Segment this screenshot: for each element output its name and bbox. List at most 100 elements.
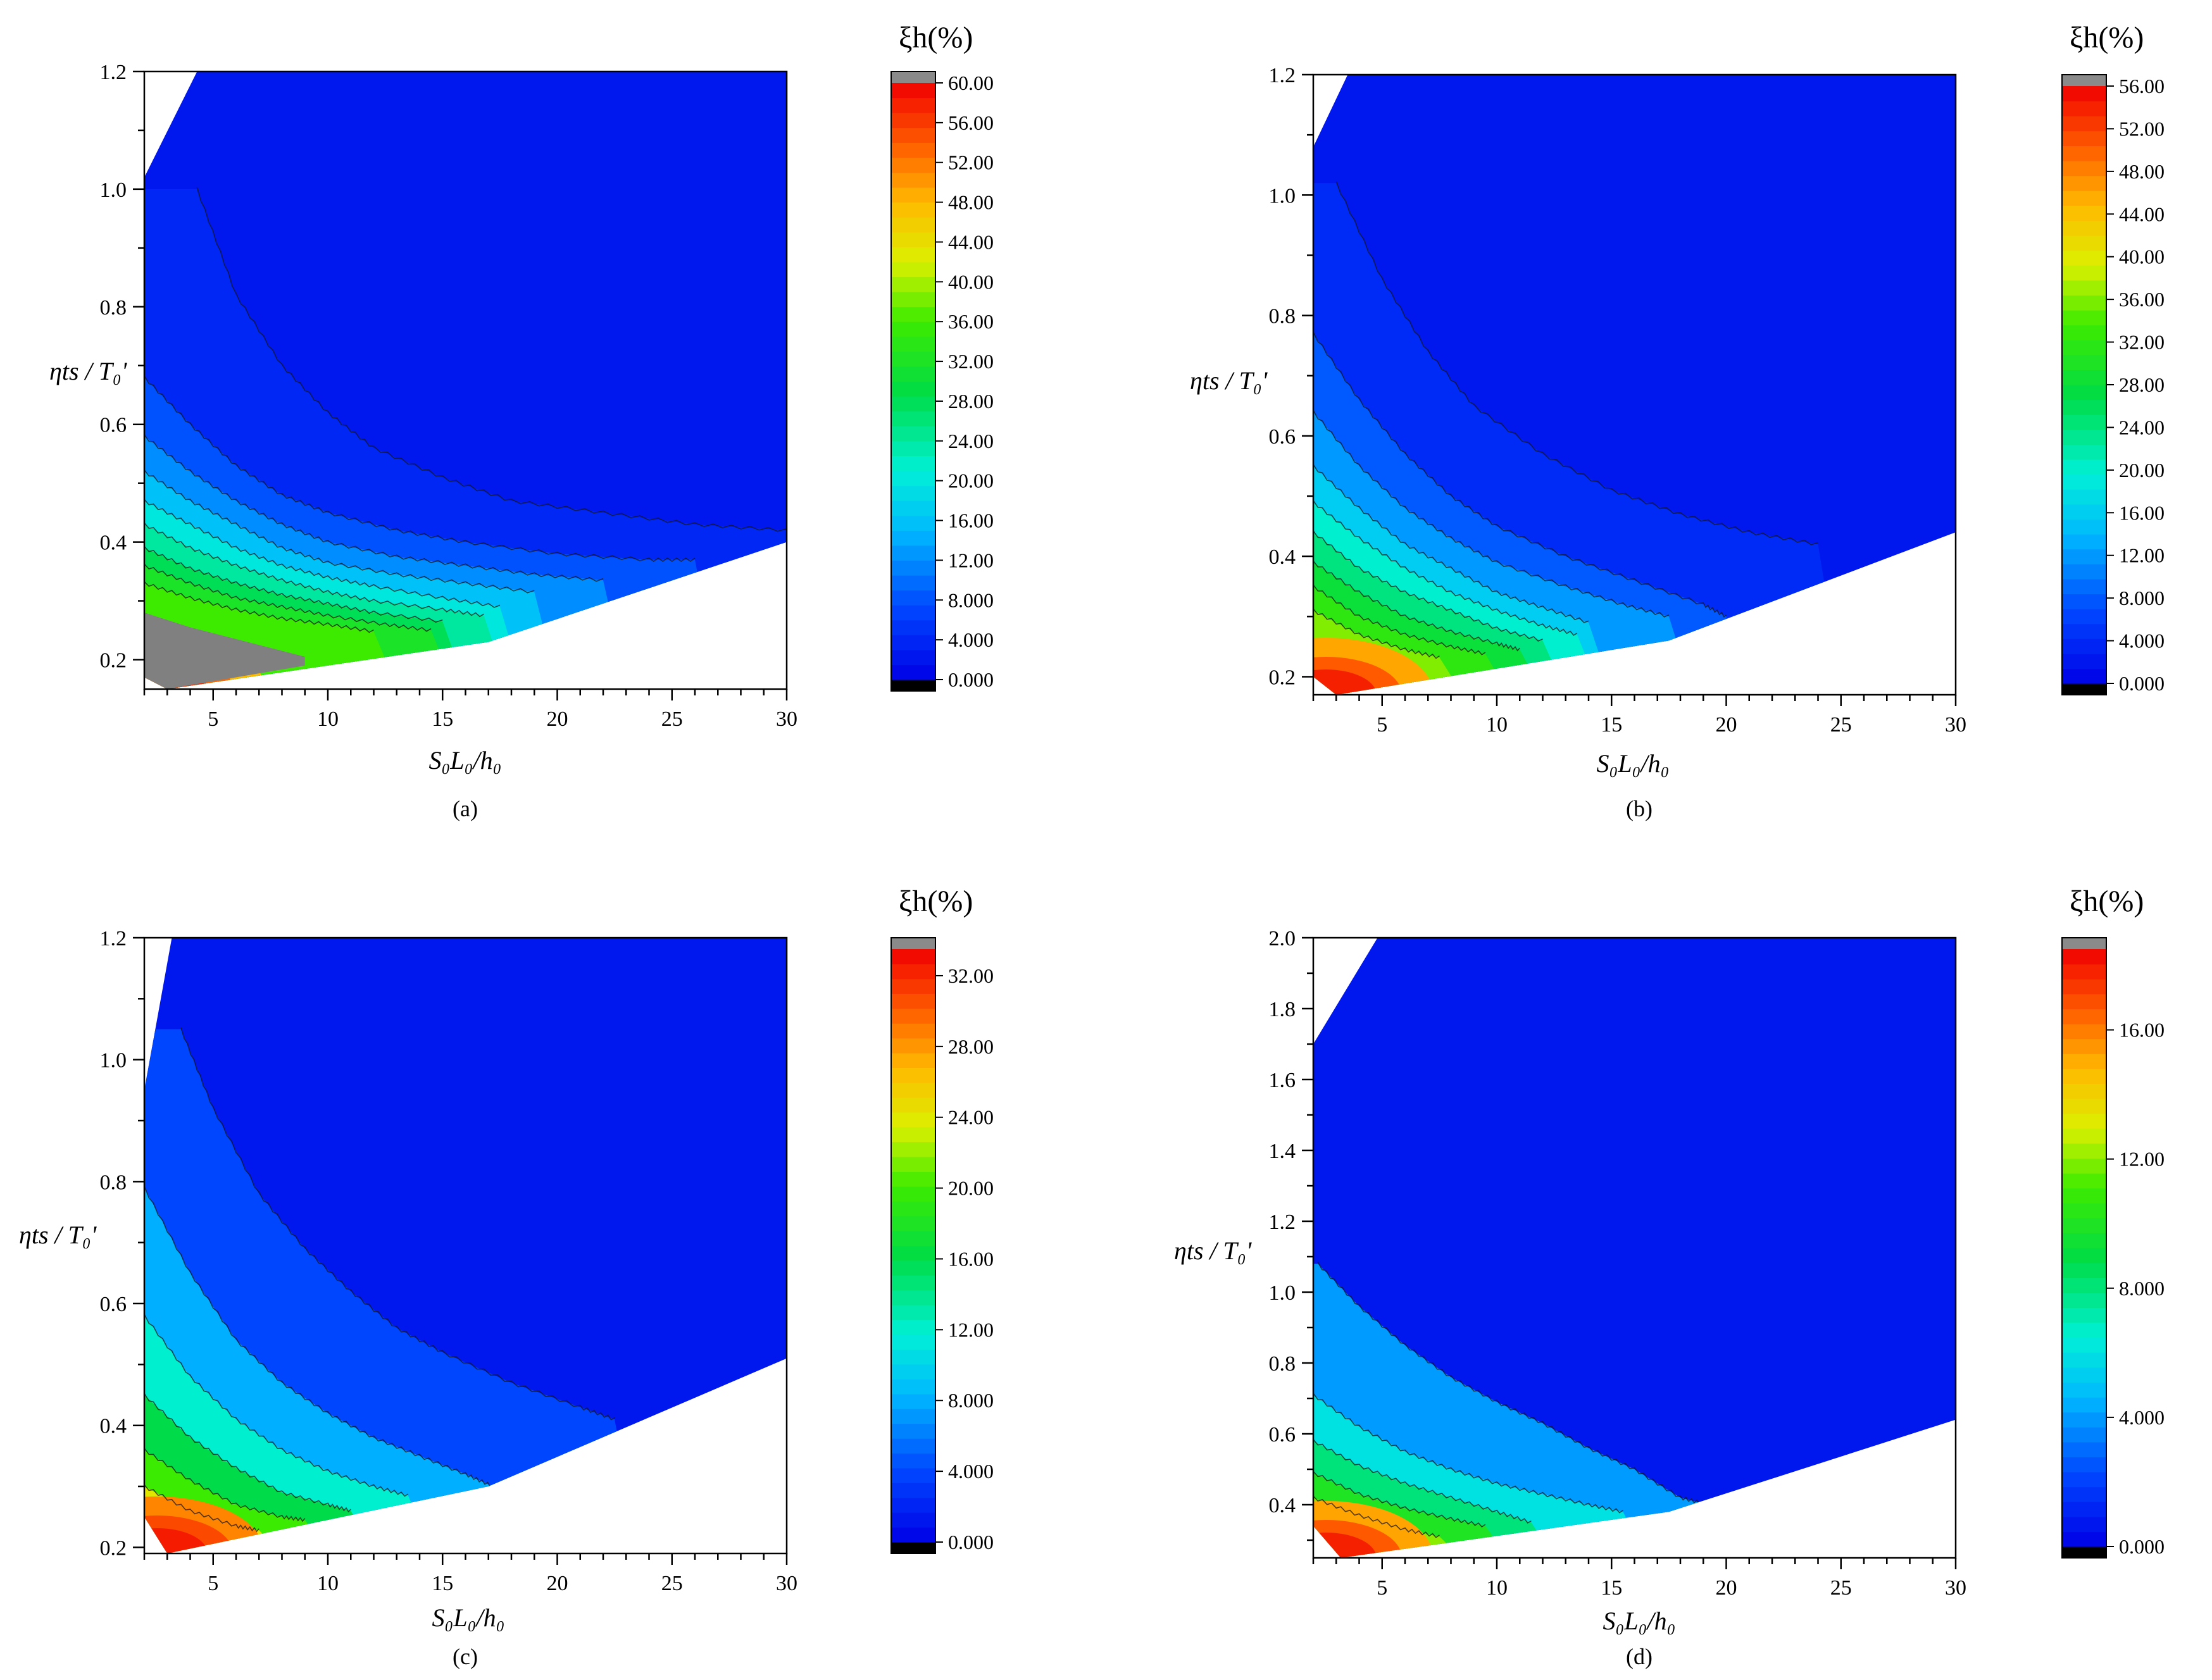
colorbar-swatch: [2062, 1457, 2106, 1472]
colorbar-swatch: [891, 545, 935, 561]
colorbar-swatch: [891, 949, 935, 965]
colorbar-swatch: [2062, 549, 2106, 564]
contour-line: [144, 434, 604, 582]
chart-panel-a: 5 10 15 20 25 30 0.2 0.4 0.6 0.8 1.0 1.2 S₀L₀/h₀ ηts …: [49, 21, 994, 821]
chart-panel-d: 5 10 15 20 25 30 0.4 0.6 0.8 1.0 1.2 1.4 1.6 1.8 2.0 S₀…: [1174, 885, 2165, 1669]
panel-caption: (a): [453, 796, 478, 821]
saturated-region: [144, 613, 305, 689]
y-tick-label: 0.4: [1269, 1494, 1296, 1517]
y-tick-label: 1.0: [1269, 184, 1296, 208]
y-tick-label: 1.4: [1269, 1140, 1296, 1163]
colorbar-swatch: [891, 97, 935, 113]
x-tick-label: 30: [1945, 713, 1966, 737]
colorbar-swatch: [891, 530, 935, 546]
y-tick-label: 1.6: [1269, 1069, 1296, 1092]
colorbar-swatch: [891, 113, 935, 128]
colorbar-swatch: [891, 1467, 935, 1483]
colorbar-tick-label: 60.00: [948, 72, 994, 94]
colorbar-tick-label: 16.00: [948, 509, 994, 532]
y-tick-label: 1.2: [1269, 1210, 1296, 1234]
colorbar-swatch: [2062, 220, 2106, 236]
colorbar-swatch: [891, 501, 935, 516]
colorbar-swatch: [2062, 1009, 2106, 1024]
colorbar-swatch: [891, 1483, 935, 1498]
colorbar-swatch: [891, 1171, 935, 1187]
contour-line: [144, 563, 432, 632]
y-tick-label: 1.2: [1269, 64, 1296, 87]
colorbar-swatch: [2062, 668, 2106, 684]
colorbar-swatch: [2062, 1188, 2106, 1204]
colorbar-swatch: [2062, 190, 2106, 206]
colorbar-tick-label: 0.000: [2119, 1535, 2165, 1558]
colorbar-swatch: [2062, 504, 2106, 520]
colorbar-swatch: [891, 321, 935, 337]
x-tick-label: 15: [432, 707, 453, 731]
x-tick-label: 30: [776, 707, 797, 731]
x-tick-label: 20: [547, 1572, 568, 1595]
colorbar-swatch: [2062, 414, 2106, 430]
colorbar-tick-label: 12.00: [948, 549, 994, 571]
colorbar-swatch: [891, 1453, 935, 1469]
colorbar-tick-label: 32.00: [948, 964, 994, 987]
colorbar-swatch: [891, 1186, 935, 1202]
x-tick-label: 15: [1601, 713, 1622, 737]
colorbar-swatch: [891, 292, 935, 308]
colorbar-swatch: [2062, 1248, 2106, 1264]
colorbar-over-swatch: [2062, 75, 2106, 86]
colorbar-tick-label: 28.00: [2119, 373, 2165, 396]
colorbar-swatch: [2062, 1397, 2106, 1413]
colorbar-tick-label: 24.00: [948, 1106, 994, 1129]
colorbar-swatch: [891, 411, 935, 426]
colorbar-swatch: [2062, 459, 2106, 475]
contour-line: [144, 375, 696, 562]
colorbar-tick-label: 16.00: [2119, 1019, 2165, 1042]
y-tick-label: 2.0: [1269, 927, 1296, 950]
x-tick-label: 25: [1830, 713, 1852, 737]
contour-line: [1317, 1262, 1709, 1507]
colorbar-swatch: [2062, 1486, 2106, 1502]
x-tick-label: 5: [208, 707, 218, 731]
colorbar-swatch: [2062, 1352, 2106, 1368]
x-tick-label: 15: [432, 1572, 453, 1595]
y-tick-label: 0.4: [100, 1415, 127, 1438]
contour-band: [144, 1496, 265, 1553]
colorbar-swatch: [2062, 1217, 2106, 1233]
x-axis-title: S₀L₀/h₀: [432, 1603, 504, 1632]
colorbar-tick-label: 4.000: [948, 1460, 994, 1483]
colorbar-swatch: [891, 470, 935, 487]
colorbar-swatch: [891, 396, 935, 412]
colorbar-swatch: [891, 440, 935, 456]
colorbar-swatch: [891, 515, 935, 531]
contour-line: [1313, 530, 1543, 642]
colorbar-tick-label: 4.000: [948, 628, 994, 651]
contour-line: [1313, 1495, 1440, 1538]
colorbar-swatch: [891, 426, 935, 442]
colorbar-over-swatch: [891, 72, 935, 83]
panel-caption: (c): [453, 1644, 478, 1669]
colorbar-tick-label: 32.00: [948, 350, 994, 373]
colorbar-over-swatch: [2062, 938, 2106, 949]
y-tick-label: 1.8: [1269, 998, 1296, 1021]
colorbar-swatch: [891, 202, 935, 218]
colorbar-swatch: [2062, 1098, 2106, 1114]
colorbar-swatch: [2062, 638, 2106, 654]
colorbar-tick-label: 4.000: [2119, 1406, 2165, 1429]
colorbar-title: ξh(%): [2070, 21, 2144, 54]
colorbar-frame: [890, 71, 936, 692]
colorbar-tick-label: 48.00: [2119, 160, 2165, 183]
colorbar-swatch: [891, 456, 935, 471]
colorbar-swatch: [2062, 340, 2106, 356]
colorbar-swatch: [2062, 205, 2106, 221]
x-tick-label: 15: [1601, 1576, 1622, 1600]
colorbar-swatch: [891, 964, 935, 980]
contour-line: [1313, 500, 1578, 636]
colorbar-tick-label: 0.000: [948, 668, 994, 691]
colorbar-swatch: [891, 1379, 935, 1395]
colorbar-swatch: [2062, 594, 2106, 609]
y-axis-title: ηts / T₀': [1190, 366, 1268, 395]
colorbar-tick-label: 12.00: [948, 1318, 994, 1341]
colorbar: 0.000 4.000 8.000 12.00 16.00 20.00 24.00 28.00…: [2061, 21, 2165, 695]
panel-caption: (d): [1626, 1644, 1653, 1669]
colorbar-swatch: [2062, 175, 2106, 191]
